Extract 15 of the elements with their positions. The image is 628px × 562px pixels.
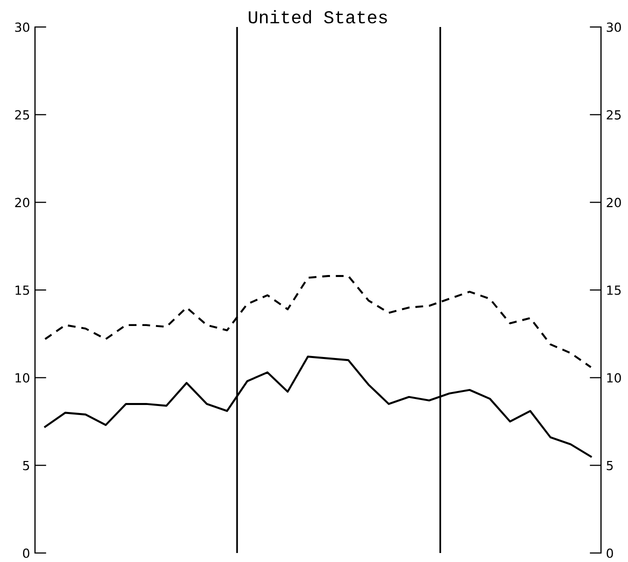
y2-tick-label: 0 [606,548,613,558]
y-tick-label: 25 [15,110,30,120]
chart-title: United States [248,10,387,24]
y-tick-label: 5 [23,460,30,470]
y2-tick-label: 15 [607,286,621,295]
y2-tick-label: 30 [606,22,621,32]
y-tick-label: 20 [15,198,30,208]
y-tick-label: 30 [15,22,30,32]
y-tick-label: 10 [16,373,30,383]
y-tick-label: 0 [23,548,30,558]
y2-tick-label: 10 [607,373,621,383]
y2-tick-label: 25 [606,110,621,120]
y2-tick-label: 20 [606,198,621,208]
y-tick-label: 15 [16,286,30,295]
y2-tick-label: 5 [606,460,613,470]
